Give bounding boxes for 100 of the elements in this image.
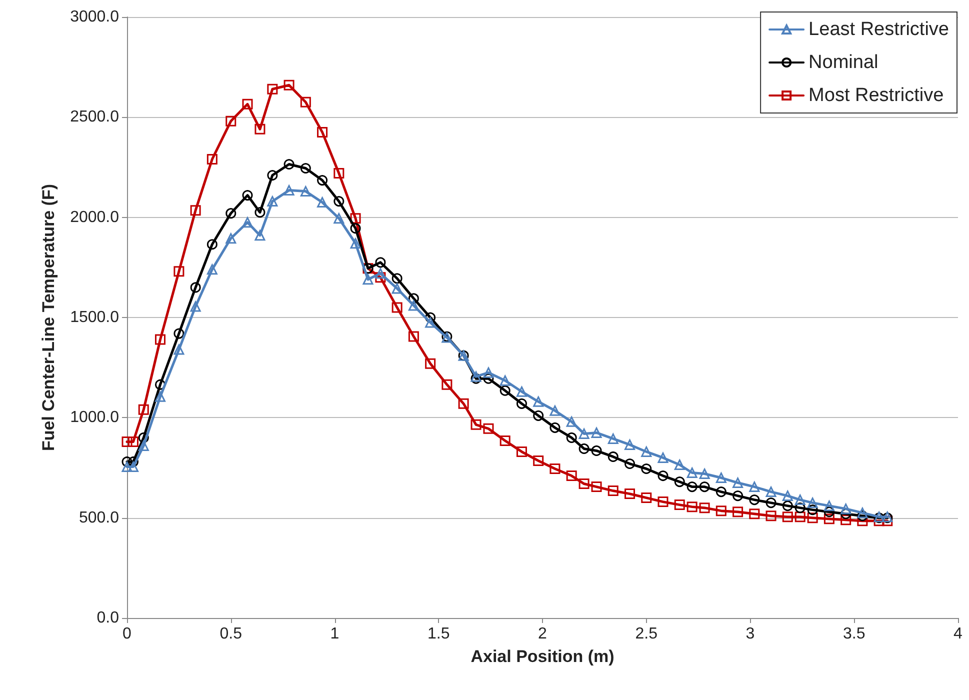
point — [732, 478, 744, 488]
point — [732, 506, 744, 518]
point — [154, 391, 166, 402]
point — [254, 207, 266, 218]
point — [732, 490, 744, 502]
legend-label: Nominal — [808, 52, 878, 73]
point — [686, 482, 698, 492]
point — [317, 175, 328, 186]
point — [174, 344, 184, 355]
y-tick-label: 1500.0 — [70, 309, 120, 326]
point — [408, 293, 419, 304]
point — [578, 443, 590, 454]
point — [566, 470, 577, 482]
point — [375, 272, 386, 283]
point — [716, 472, 726, 484]
point — [608, 486, 618, 496]
point — [749, 508, 760, 520]
x-tick-label: 4 — [954, 626, 963, 642]
point — [566, 432, 577, 443]
point — [516, 386, 527, 397]
point — [122, 436, 132, 447]
point — [624, 439, 636, 450]
point — [190, 282, 201, 293]
y-axis-title: Fuel Center-Line Temperature (F) — [39, 184, 58, 451]
x-axis-title: Axial Position (m) — [470, 647, 614, 666]
y-tick-label: 0.0 — [96, 610, 120, 626]
point — [516, 446, 527, 457]
point — [840, 514, 852, 526]
point — [122, 456, 132, 467]
point — [782, 500, 793, 512]
point — [138, 432, 149, 443]
point — [226, 233, 236, 244]
point — [591, 482, 602, 492]
point — [608, 451, 618, 462]
point — [766, 510, 776, 522]
point — [254, 230, 266, 241]
point — [206, 239, 218, 250]
point — [686, 502, 698, 512]
y-tick-label: 2500.0 — [70, 108, 120, 126]
point — [533, 396, 544, 407]
point — [840, 504, 852, 514]
point — [267, 84, 278, 94]
point — [425, 358, 436, 369]
point — [716, 486, 726, 498]
point — [317, 126, 328, 138]
legend-label: Most Restrictive — [808, 85, 944, 106]
point — [470, 419, 482, 430]
point — [674, 459, 685, 470]
point — [300, 163, 311, 174]
point — [267, 170, 278, 181]
point — [334, 196, 344, 207]
point — [483, 367, 494, 378]
y-tick-label: 3000.0 — [70, 8, 120, 26]
point — [483, 423, 494, 434]
point — [807, 504, 818, 516]
point — [686, 468, 698, 478]
point — [267, 196, 278, 207]
point — [174, 328, 184, 339]
point — [641, 492, 652, 504]
point — [824, 500, 834, 512]
point — [641, 464, 652, 474]
point — [857, 508, 868, 518]
point — [284, 158, 294, 170]
point — [242, 190, 253, 201]
point — [794, 502, 806, 514]
point — [674, 500, 685, 510]
point — [350, 238, 361, 249]
point — [254, 124, 266, 134]
point — [206, 264, 218, 275]
point — [591, 427, 602, 438]
point — [174, 266, 184, 277]
point — [425, 312, 436, 323]
x-tick-label: 3.5 — [843, 626, 866, 642]
point — [516, 398, 527, 409]
point — [699, 502, 710, 514]
point — [807, 498, 818, 508]
point — [500, 385, 510, 396]
point — [483, 373, 494, 384]
point — [122, 462, 132, 472]
point — [317, 197, 328, 208]
point — [458, 398, 469, 409]
point — [716, 506, 726, 516]
point — [624, 488, 636, 500]
point — [350, 213, 361, 224]
point — [138, 440, 149, 451]
point — [566, 416, 577, 427]
point — [300, 186, 311, 197]
point — [425, 317, 436, 328]
point — [550, 422, 560, 433]
point — [284, 80, 294, 90]
legend-label: Least Restrictive — [808, 19, 950, 40]
point — [408, 331, 419, 342]
point — [766, 498, 776, 508]
point — [392, 302, 402, 313]
x-tick-label: 0.5 — [220, 626, 242, 642]
point — [375, 268, 386, 279]
point — [284, 185, 294, 196]
point — [641, 446, 652, 457]
point — [824, 506, 834, 518]
point — [128, 462, 138, 472]
